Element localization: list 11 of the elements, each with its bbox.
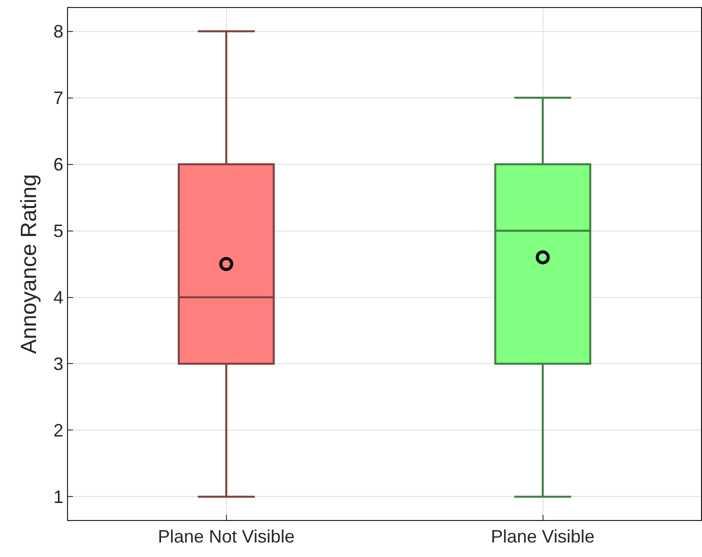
y-tick-label: 3 (53, 354, 64, 374)
y-tick-label: 5 (53, 221, 64, 242)
y-tick-label: 8 (53, 22, 64, 42)
x-tick-label: Plane Visible (490, 526, 595, 547)
y-tick-label: 6 (53, 154, 64, 175)
x-tick-label: Plane Not Visible (158, 526, 295, 547)
y-tick-label: 1 (53, 487, 64, 508)
y-tick-label: 7 (53, 88, 64, 108)
y-tick-label: 2 (53, 420, 64, 441)
y-tick-label: 4 (53, 288, 64, 308)
y-axis-title: Annoyance Rating (16, 174, 42, 354)
